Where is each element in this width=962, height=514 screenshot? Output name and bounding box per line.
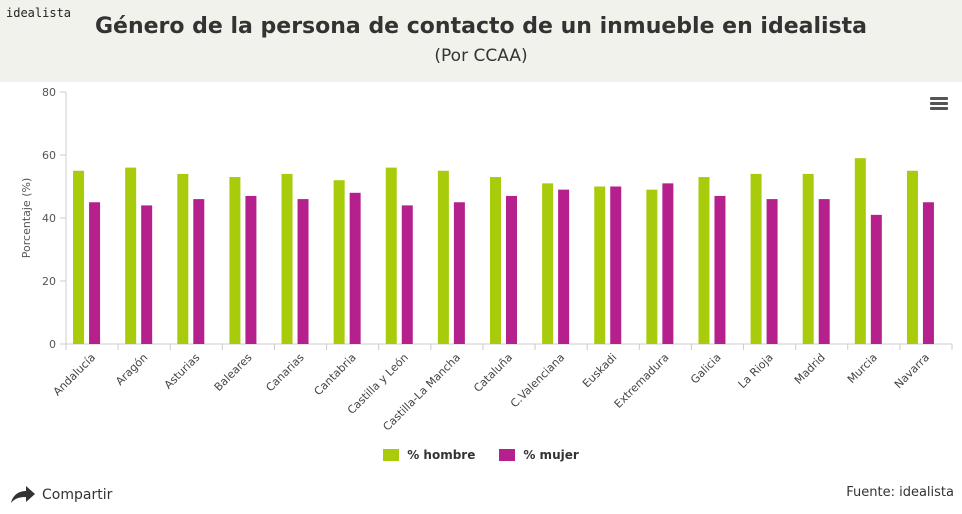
x-tick-label: Asturias [162,351,203,392]
bar-mujer [453,202,465,344]
x-tick-label: Extremadura [612,351,672,411]
share-arrow-icon [11,486,35,503]
bar-mujer [401,205,413,344]
bar-hombre [646,189,658,344]
x-tick-label: Murcia [845,351,880,386]
source-note: Fuente: idealista [846,485,954,500]
bar-mujer [558,189,570,344]
y-axis-label: Porcentaje (%) [20,178,33,258]
bar-hombre [229,177,241,344]
bar-hombre [802,173,814,344]
bar-chart: 0 20 40 60 80 Porcentaje (%) Andalucía Aragón As… [20,86,953,433]
bar-mujer [714,195,726,344]
bar-hombre [281,173,293,344]
y-tick-label: 40 [42,212,56,225]
bar-hombre [125,167,137,344]
x-tick-label: C.Valenciana [508,351,567,410]
x-tick-label: Baleares [212,351,255,394]
bar-hombre [854,158,866,344]
bar-hombre [333,180,345,344]
x-tick-label: Aragón [113,351,150,388]
share-button[interactable]: Compartir [10,486,112,504]
chart-header: idealista Género de la persona de contac… [0,0,962,82]
bar-mujer [818,199,830,344]
bar-mujer [870,214,882,344]
brand-logo: idealista [6,6,72,20]
x-tick-label: Cataluña [471,351,515,395]
x-tick-label: Galicia [688,351,724,387]
x-tick-label: Cantabria [312,351,359,398]
bar-mujer [922,202,934,344]
x-tick-label: Madrid [792,351,828,387]
bar-mujer [506,195,517,344]
legend-swatch-hombre [383,449,400,461]
x-tick-label: Euskadi [580,351,619,390]
x-tick-label: Canarias [263,351,306,394]
chart-title: Género de la persona de contacto de un i… [94,14,868,39]
bar-mujer [245,195,257,344]
bar-hombre [177,173,189,344]
y-tick-label: 0 [49,338,56,351]
bar-mujer [141,205,153,344]
bar-hombre [750,173,762,344]
legend-label-mujer: % mujer [523,448,579,462]
bar-mujer [662,183,674,344]
legend-swatch-mujer [499,449,516,461]
bar-mujer [297,199,309,344]
x-tick-label: Navarra [892,351,932,391]
chart-legend: % hombre % mujer [0,448,962,462]
y-tick-label: 60 [42,149,56,162]
bar-hombre [542,183,554,344]
bar-hombre [437,170,449,344]
share-label: Compartir [42,487,113,503]
y-tick-label: 20 [42,275,56,288]
x-tick-label: Andalucía [51,351,98,398]
bar-mujer [89,202,101,344]
bar-hombre [73,170,85,344]
chart-subtitle: (Por CCAA) [434,46,528,66]
menu-icon[interactable] [930,97,948,111]
legend-item-mujer[interactable]: % mujer [499,448,579,462]
bar-mujer [610,186,622,344]
bar-mujer [193,199,205,344]
bar-hombre [906,170,918,344]
bar-mujer [766,199,778,344]
x-tick-label: La Rioja [736,351,776,391]
bar-hombre [385,167,397,344]
bar-hombre [490,177,501,344]
legend-item-hombre[interactable]: % hombre [383,448,475,462]
bar-mujer [349,192,361,344]
y-tick-label: 80 [42,86,56,99]
legend-label-hombre: % hombre [407,448,476,462]
bar-hombre [698,177,710,344]
bar-hombre [594,186,606,344]
